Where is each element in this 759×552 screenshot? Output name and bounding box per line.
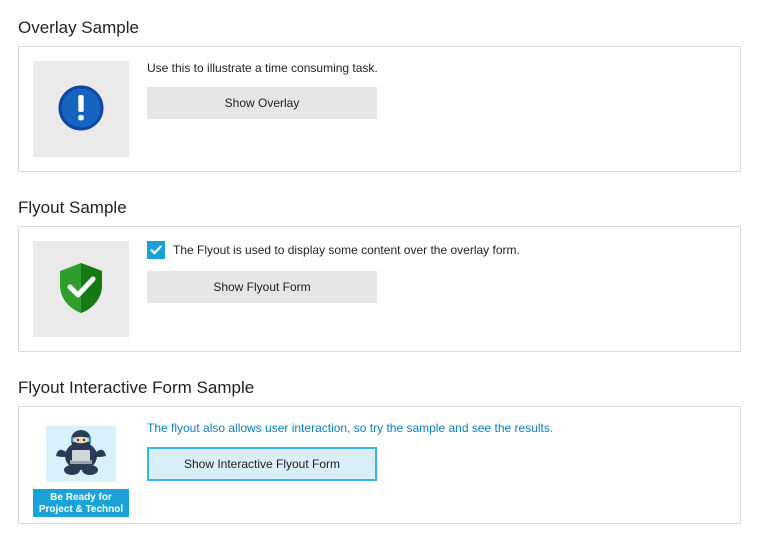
show-interactive-flyout-form-button[interactable]: Show Interactive Flyout Form	[147, 447, 377, 481]
flyout-checkbox[interactable]	[147, 241, 165, 259]
flyout-section: Flyout Sample	[18, 198, 741, 352]
interactive-thumb: Be Ready for Project & Technol	[33, 421, 129, 517]
flyout-check-label: The Flyout is used to display some conte…	[173, 243, 520, 257]
overlay-title: Overlay Sample	[18, 18, 741, 38]
interactive-panel: Be Ready for Project & Technol The flyou…	[18, 406, 741, 524]
alert-circle-icon	[57, 84, 105, 135]
interactive-desc: The flyout also allows user interaction,…	[147, 421, 726, 435]
overlay-desc: Use this to illustrate a time consuming …	[147, 61, 726, 75]
interactive-title: Flyout Interactive Form Sample	[18, 378, 741, 398]
flyout-thumb	[33, 241, 129, 337]
overlay-section: Overlay Sample Use this to illustrate a …	[18, 18, 741, 172]
show-flyout-form-button[interactable]: Show Flyout Form	[147, 271, 377, 303]
overlay-thumb	[33, 61, 129, 157]
overlay-panel: Use this to illustrate a time consuming …	[18, 46, 741, 172]
flyout-title: Flyout Sample	[18, 198, 741, 218]
promo-line1: Be Ready for	[50, 492, 112, 503]
ninja-laptop-icon	[46, 426, 116, 485]
shield-check-icon	[56, 261, 106, 318]
flyout-panel: The Flyout is used to display some conte…	[18, 226, 741, 352]
promo-line2: Project & Technol	[39, 504, 123, 515]
promo-caption: Be Ready for Project & Technol	[33, 489, 129, 517]
interactive-section: Flyout Interactive Form Sample	[18, 378, 741, 524]
show-overlay-button[interactable]: Show Overlay	[147, 87, 377, 119]
